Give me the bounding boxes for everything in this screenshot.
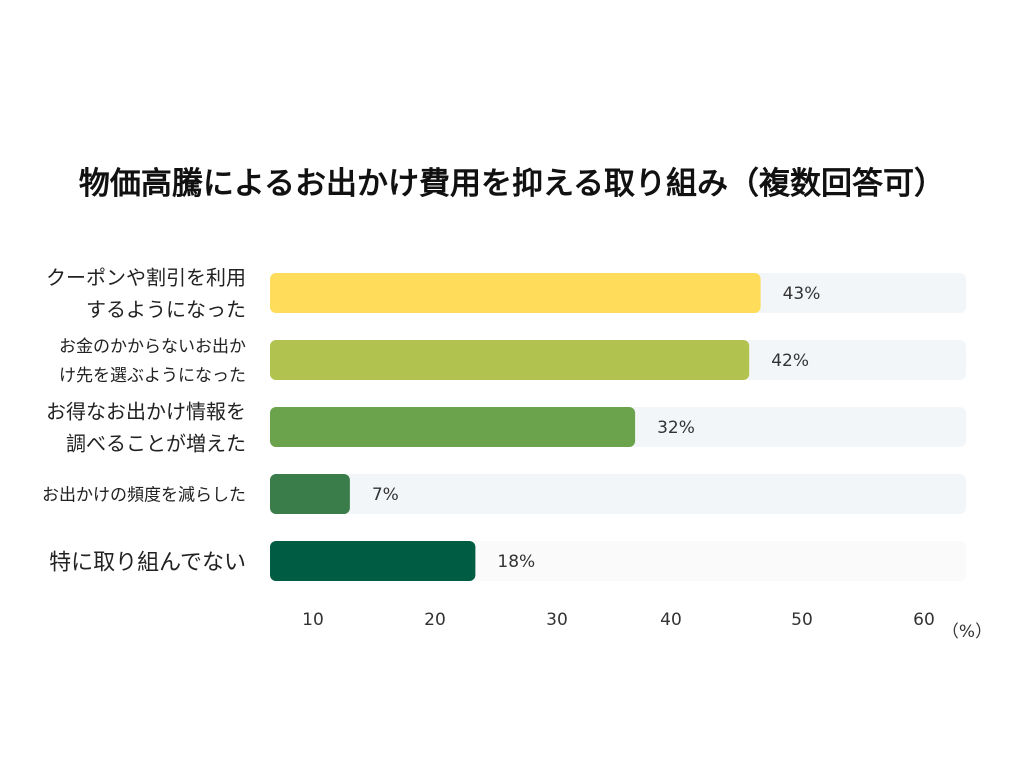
x-tick-label: 60 (913, 610, 935, 630)
unit-label: （%） (942, 622, 992, 642)
x-tick-label: 40 (660, 610, 682, 630)
x-tick-label: 20 (424, 610, 446, 630)
category-label: け先を選ぶようになった (59, 366, 246, 386)
bar (270, 474, 350, 514)
value-label: 42% (771, 351, 809, 371)
value-label: 7% (372, 485, 399, 505)
bar-track (270, 474, 966, 514)
bar (270, 340, 750, 380)
value-label: 43% (783, 284, 821, 304)
category-label: お得なお出かけ情報を (46, 400, 246, 424)
x-tick-label: 10 (302, 610, 324, 630)
category-label: お出かけの頻度を減らした (42, 485, 246, 505)
category-label: 特に取り組んでない (49, 550, 246, 575)
bar (270, 407, 636, 447)
value-label: 32% (657, 418, 695, 438)
chart-title: 物価高騰によるお出かけ費用を抑える取り組み（複数回答可） (78, 166, 946, 202)
category-label: お金のかからないお出か (59, 337, 246, 357)
bar (270, 273, 761, 313)
category-label: 調べることが増えた (66, 432, 246, 456)
bar (270, 541, 476, 581)
x-tick-label: 50 (791, 610, 813, 630)
category-label: クーポンや割引を利用 (46, 266, 246, 290)
value-label: 18% (497, 552, 535, 572)
x-tick-label: 30 (546, 610, 568, 630)
category-label: するようになった (86, 298, 246, 322)
